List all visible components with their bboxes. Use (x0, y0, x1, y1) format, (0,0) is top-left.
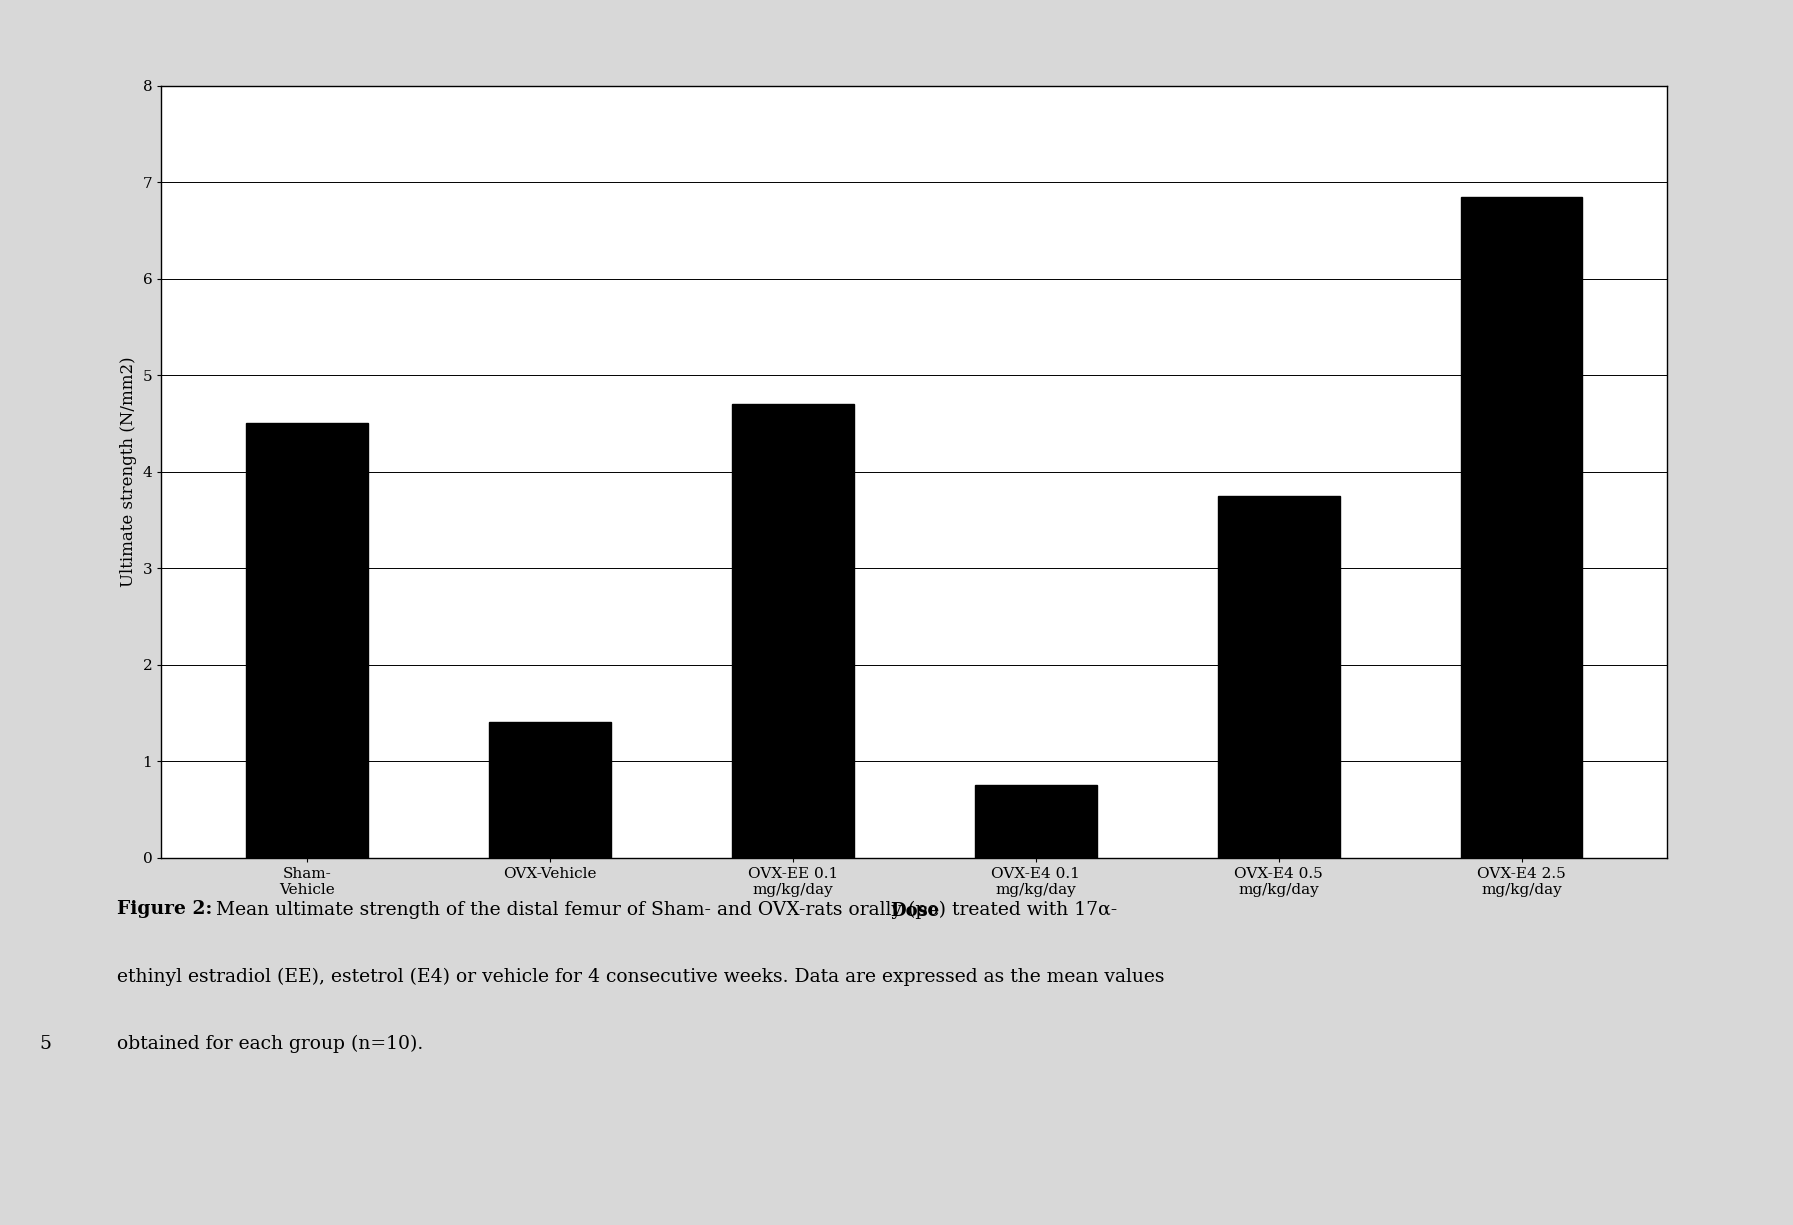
Bar (732, 404, 853, 858)
Bar (489, 723, 611, 858)
Text: 5: 5 (39, 1035, 52, 1054)
Bar (1217, 496, 1339, 858)
Bar (1461, 197, 1583, 857)
Text: obtained for each group (n=10).: obtained for each group (n=10). (117, 1035, 423, 1054)
Text: Figure 2:: Figure 2: (117, 900, 212, 919)
X-axis label: Dose: Dose (889, 903, 940, 920)
Text: Mean ultimate strength of the distal femur of Sham- and OVX-rats orally (po) tre: Mean ultimate strength of the distal fem… (210, 900, 1117, 919)
Text: ethinyl estradiol (EE), estetrol (E4) or vehicle for 4 consecutive weeks. Data a: ethinyl estradiol (EE), estetrol (E4) or… (117, 968, 1164, 986)
Bar (246, 424, 368, 858)
Y-axis label: Ultimate strength (N/mm2): Ultimate strength (N/mm2) (120, 356, 136, 587)
Bar (975, 785, 1097, 858)
